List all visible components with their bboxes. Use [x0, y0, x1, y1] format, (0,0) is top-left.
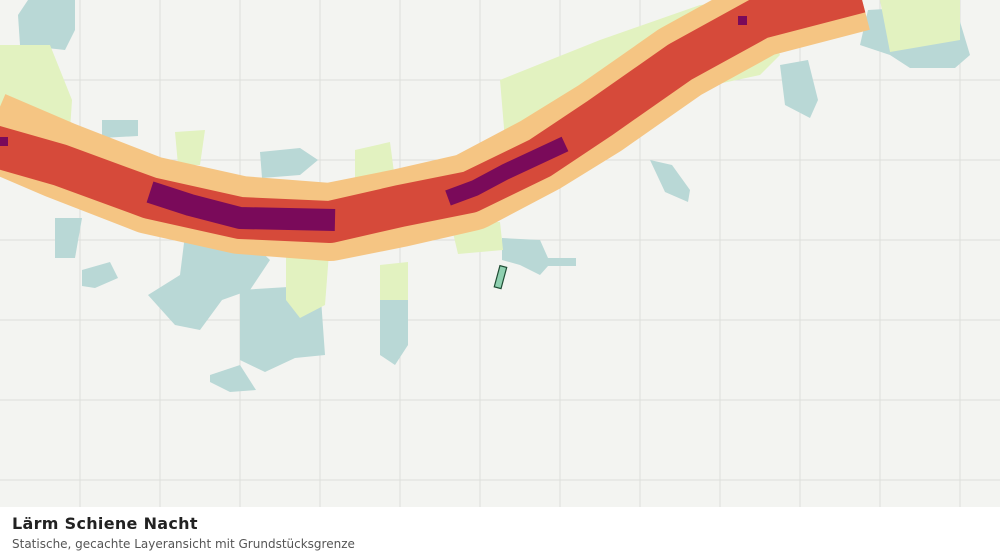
noise-patch [502, 238, 576, 275]
footer: Lärm Schiene Nacht Statische, gecachte L… [0, 507, 1000, 560]
map-background [0, 0, 1000, 507]
noise-zone-highest [445, 136, 569, 206]
noise-patch [55, 218, 82, 258]
noise-zone-highest [0, 137, 8, 146]
layer-title: Lärm Schiene Nacht [12, 514, 198, 533]
noise-patch [880, 0, 960, 52]
noise-patch [380, 262, 408, 300]
noise-zone-high [0, 0, 866, 243]
noise-patch [18, 0, 75, 50]
noise-zone-highest [738, 16, 747, 25]
noise-patch [102, 120, 138, 138]
noise-patch [260, 148, 318, 178]
noise-patch [210, 365, 256, 392]
noise-patch [380, 300, 408, 365]
noise-bands [0, 0, 870, 261]
map [0, 0, 1000, 507]
noise-patch [148, 232, 270, 330]
noise-zone-highest [146, 181, 336, 231]
noise-patch [780, 60, 818, 118]
noise-patch [175, 130, 205, 165]
noise-patch [82, 262, 118, 288]
layer-subtitle: Statische, gecachte Layeransicht mit Gru… [12, 537, 355, 551]
parcel-boundary[interactable] [493, 264, 508, 290]
noise-patch [650, 160, 690, 202]
